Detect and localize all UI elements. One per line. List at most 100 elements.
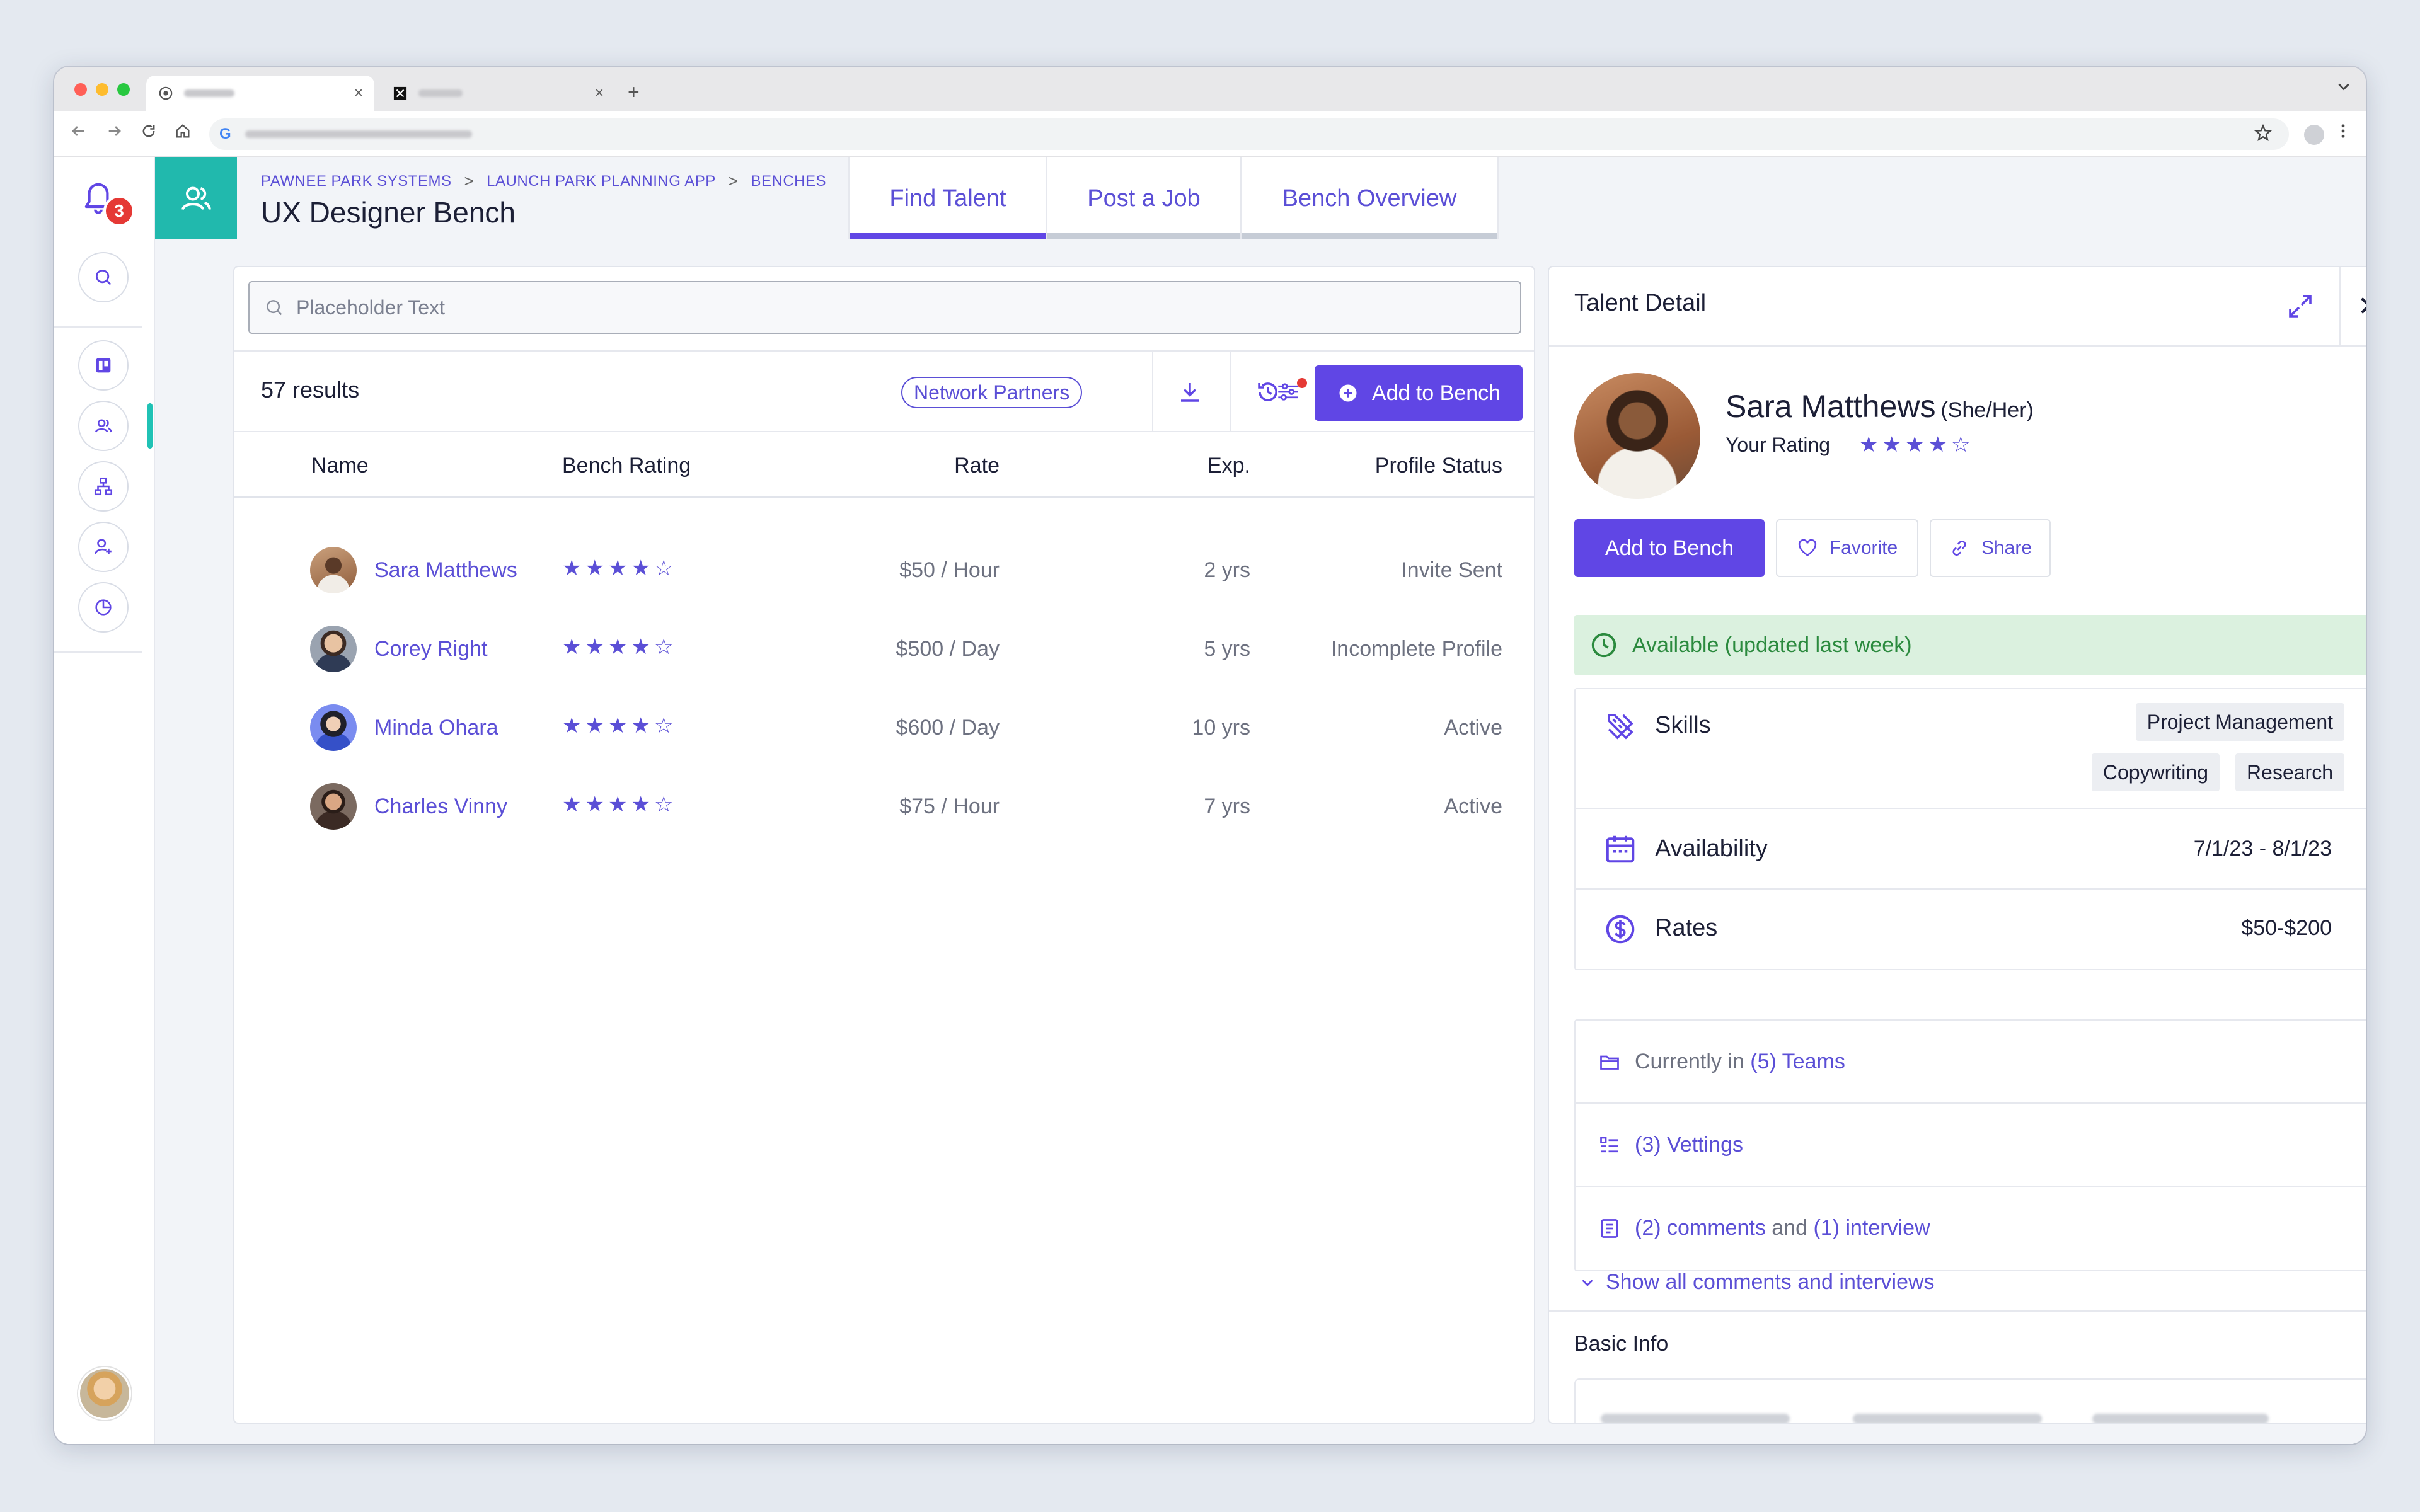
users-icon [95,419,112,433]
close-detail-button[interactable]: ✕ [2339,267,2366,345]
hierarchy-icon [94,477,113,496]
comments-and: and [1772,1216,1808,1240]
page-title: UX Designer Bench [261,196,516,229]
new-tab-button[interactable]: + [628,81,640,103]
talent-name-link[interactable]: Sara Matthews [374,558,517,582]
minimize-window-button[interactable] [96,83,108,96]
home-icon[interactable] [174,122,192,144]
show-all-comments-toggle[interactable]: Show all comments and interviews [1578,1270,1935,1295]
add-to-bench-label: Add to Bench [1371,381,1501,405]
table-row[interactable]: Sara Matthews ★ ★ ★ ★ ☆ $50 / Hour 2 yrs Inv… [234,525,1534,604]
browser-tab-1[interactable]: × [146,76,374,111]
experience-value: 2 yrs [1204,558,1250,582]
basic-info-box [1574,1378,2366,1423]
page-header: PAWNEE PARK SYSTEMS > LAUNCH PARK PLANNI… [155,158,2366,239]
browser-window: × × + G [54,67,2366,1444]
table-row[interactable]: Corey Right ★ ★ ★ ★ ☆ $500 / Day 5 yrs Incom… [234,604,1534,683]
download-button[interactable] [1152,352,1228,432]
notes-icon [1601,1219,1618,1238]
profile-status: Active [1444,716,1502,740]
avatar [310,783,357,830]
browser-tab-2[interactable]: × [381,76,615,111]
tab-close-icon[interactable]: × [594,84,604,101]
star-filled-icon: ★ [1859,433,1879,457]
app: 3 [54,158,2366,1444]
filter-settings-button[interactable] [1263,352,1313,432]
activity-box: Currently in (5) Teams (3) Vettings (2) … [1574,1019,2366,1271]
skills-tools-icon [1608,714,1634,740]
favorite-label: Favorite [1829,537,1898,558]
rail-search-button[interactable] [78,252,129,302]
rail-hierarchy-button[interactable] [78,461,129,512]
skill-chip: Copywriting [2091,753,2220,791]
column-header-bench-rating[interactable]: Bench Rating [562,454,691,478]
skills-label: Skills [1655,712,1711,738]
rail-add-user-button[interactable] [78,522,129,572]
search-input[interactable]: Placeholder Text [248,281,1521,334]
tab-bench-overview[interactable]: Bench Overview [1240,158,1499,239]
forward-arrow-icon[interactable] [106,122,124,144]
search-placeholder: Placeholder Text [296,295,445,319]
comments-text: (2) comments and (1) interview [1635,1216,1930,1240]
tab-search-chevron-icon[interactable] [2336,78,2352,99]
rail-users-button[interactable] [78,401,129,451]
tab-post-a-job[interactable]: Post a Job [1046,158,1242,239]
sliders-icon [1278,383,1298,401]
star-filled-icon: ★ [585,714,604,738]
link-icon [1952,541,1966,556]
zoom-window-button[interactable] [117,83,130,96]
vettings-row[interactable]: (3) Vettings [1576,1104,2366,1187]
share-button[interactable]: Share [1930,519,2051,577]
teams-row[interactable]: Currently in (5) Teams [1576,1021,2366,1104]
rail-reports-button[interactable] [78,582,129,633]
back-arrow-icon[interactable] [69,122,87,144]
history-button[interactable] [1230,352,1306,432]
talent-name: Sara Matthews (She/Her) [1726,388,2034,425]
browser-menu-icon[interactable] [2334,122,2352,144]
board-icon [96,358,111,373]
detail-add-to-bench-button[interactable]: Add to Bench [1574,519,1765,577]
comments-row[interactable]: (2) comments and (1) interview [1576,1187,2366,1270]
clock-icon [1591,633,1616,658]
omnibox[interactable]: G [209,118,2289,150]
talent-name-link[interactable]: Charles Vinny [374,794,508,818]
section-divider [1549,1310,2366,1312]
rate-value: $500 / Day [896,637,1000,661]
talent-name-link[interactable]: Minda Ohara [374,716,498,740]
table-row[interactable]: Charles Vinny ★ ★ ★ ★ ☆ $75 / Hour 7 yrs Act… [234,762,1534,840]
vettings-link[interactable]: (3) Vettings [1635,1133,1743,1157]
breadcrumb-item-pawnee[interactable]: PAWNEE PARK SYSTEMS [261,172,452,190]
teams-link[interactable]: (5) Teams [1750,1050,1845,1074]
close-window-button[interactable] [74,83,87,96]
tab-close-icon[interactable]: × [354,84,363,101]
your-rating-stars[interactable]: ★ ★ ★ ★ ☆ [1859,432,1970,457]
expand-icon[interactable] [2285,291,2315,321]
add-to-bench-button[interactable]: Add to Bench [1315,365,1523,421]
column-header-name[interactable]: Name [311,454,369,478]
breadcrumb-item-app[interactable]: LAUNCH PARK PLANNING APP [487,172,716,190]
plus-circle-icon [1339,384,1357,402]
reload-icon[interactable] [140,122,158,144]
availability-banner-text: Available (updated last week) [1632,633,1912,657]
notifications-bell-icon[interactable] [78,176,129,227]
rail-board-button[interactable] [78,340,129,391]
toolbar-divider [1152,352,1153,432]
browser-profile-avatar[interactable] [2304,125,2324,145]
breadcrumb-item-benches[interactable]: BENCHES [751,172,827,190]
bookmark-star-icon[interactable] [2254,123,2273,147]
column-header-rate[interactable]: Rate [954,454,1000,478]
interviews-link[interactable]: (1) interview [1813,1216,1930,1240]
column-header-exp[interactable]: Exp. [1207,454,1250,478]
history-icon [1258,382,1277,401]
star-empty-icon: ☆ [654,714,674,738]
column-header-profile-status[interactable]: Profile Status [1374,454,1502,478]
favorite-button[interactable]: Favorite [1776,519,1918,577]
table-row[interactable]: Minda Ohara ★ ★ ★ ★ ☆ $600 / Day 10 yrs Acti… [234,683,1534,762]
current-user-avatar[interactable] [78,1367,131,1420]
network-partners-filter-chip[interactable]: Network Partners [901,377,1083,408]
star-filled-icon: ★ [585,793,604,816]
star-empty-icon: ☆ [654,556,674,580]
comments-link[interactable]: (2) comments [1635,1216,1766,1240]
talent-name-link[interactable]: Corey Right [374,637,488,661]
tab-find-talent[interactable]: Find Talent [848,158,1047,239]
